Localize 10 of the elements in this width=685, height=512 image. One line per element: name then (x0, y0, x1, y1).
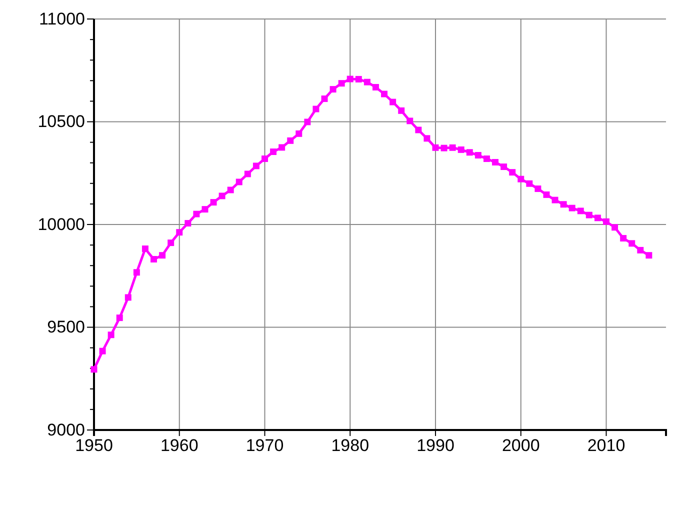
y-tick-label: 11000 (38, 9, 85, 28)
y-tick-label: 10000 (38, 214, 85, 234)
y-tick-label: 10500 (38, 112, 85, 132)
x-tick-label: 1980 (331, 436, 370, 456)
x-tick-label: 2000 (502, 436, 540, 456)
x-tick-label: 1970 (246, 436, 284, 456)
x-tick-label: 1990 (416, 436, 454, 456)
x-tick-label: 2010 (587, 436, 626, 456)
y-tick-label: 9500 (47, 318, 85, 337)
x-tick-label: 1960 (160, 436, 198, 456)
